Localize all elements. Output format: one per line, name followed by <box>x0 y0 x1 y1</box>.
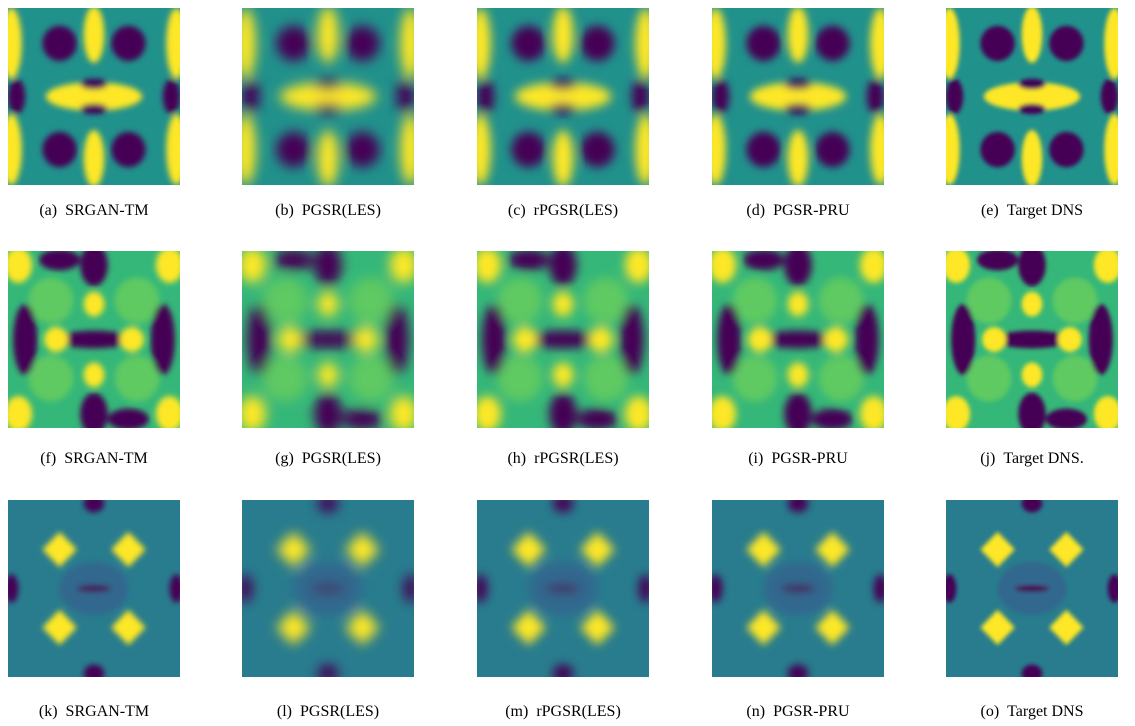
caption-label: (a) <box>39 202 57 219</box>
caption-label: (h) <box>507 450 526 467</box>
caption-text: rPGSR(LES) <box>534 450 618 467</box>
field-image <box>242 500 414 677</box>
field-image <box>946 500 1118 677</box>
caption: (f) SRGAN-TM <box>0 450 211 468</box>
caption-label: (n) <box>746 703 765 720</box>
caption: (k) SRGAN-TM <box>0 703 211 721</box>
field-image <box>242 8 414 185</box>
caption-label: (f) <box>40 450 56 467</box>
caption: (e) Target DNS <box>915 202 1135 220</box>
caption-label: (g) <box>275 450 294 467</box>
caption-text: PGSR-PRU <box>773 202 849 219</box>
caption-text: PGSR(LES) <box>302 450 381 467</box>
caption-text: rPGSR(LES) <box>536 703 620 720</box>
caption: (g) PGSR(LES) <box>211 450 445 468</box>
field-image <box>477 251 649 428</box>
field-image <box>477 500 649 677</box>
caption-text: rPGSR(LES) <box>534 202 618 219</box>
caption-label: (e) <box>981 202 999 219</box>
caption-text: SRGAN-TM <box>66 703 150 720</box>
caption-label: (j) <box>980 450 995 467</box>
caption: (m) rPGSR(LES) <box>446 703 680 721</box>
caption-label: (k) <box>39 703 58 720</box>
caption-text: Target DNS <box>1007 703 1083 720</box>
caption: (d) PGSR-PRU <box>681 202 915 220</box>
figure: (a) SRGAN-TM (b) PGSR(LES) (c) rPGSR(LES) (d) P… <box>0 0 1135 726</box>
field-image <box>8 251 180 428</box>
caption-text: Target DNS. <box>1003 450 1083 467</box>
caption-text: PGSR-PRU <box>771 450 847 467</box>
caption-text: SRGAN-TM <box>65 202 149 219</box>
caption-text: PGSR(LES) <box>300 703 379 720</box>
caption-text: PGSR(LES) <box>302 202 381 219</box>
field-image <box>8 500 180 677</box>
caption: (i) PGSR-PRU <box>681 450 915 468</box>
caption-label: (o) <box>980 703 999 720</box>
field-image <box>946 251 1118 428</box>
field-image <box>946 8 1118 185</box>
field-image <box>477 8 649 185</box>
caption: (h) rPGSR(LES) <box>446 450 680 468</box>
caption-text: SRGAN-TM <box>64 450 148 467</box>
caption-label: (i) <box>748 450 763 467</box>
caption: (a) SRGAN-TM <box>0 202 211 220</box>
field-image <box>712 8 884 185</box>
field-image <box>712 251 884 428</box>
caption: (o) Target DNS <box>915 703 1135 721</box>
field-image <box>712 500 884 677</box>
caption: (b) PGSR(LES) <box>211 202 445 220</box>
caption: (j) Target DNS. <box>915 450 1135 468</box>
caption-label: (c) <box>508 202 526 219</box>
caption-label: (b) <box>275 202 294 219</box>
caption-label: (l) <box>277 703 292 720</box>
field-image <box>8 8 180 185</box>
caption-text: Target DNS <box>1007 202 1083 219</box>
caption-label: (m) <box>505 703 528 720</box>
caption: (l) PGSR(LES) <box>211 703 445 721</box>
caption: (c) rPGSR(LES) <box>446 202 680 220</box>
caption: (n) PGSR-PRU <box>681 703 915 721</box>
caption-label: (d) <box>746 202 765 219</box>
field-image <box>242 251 414 428</box>
caption-text: PGSR-PRU <box>773 703 849 720</box>
